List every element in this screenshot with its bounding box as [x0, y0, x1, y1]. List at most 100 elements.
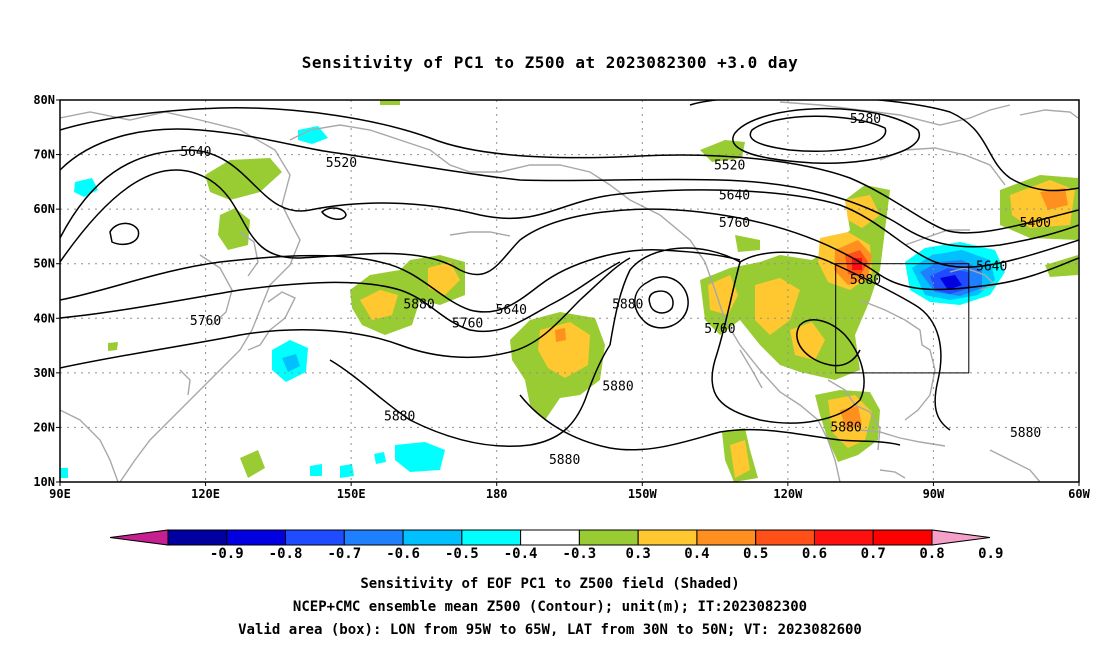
lat-tick-label: 60N: [33, 202, 55, 216]
contour-line: [749, 115, 887, 153]
lat-tick-label: 20N: [33, 420, 55, 434]
lon-tick-label: 120E: [191, 487, 220, 501]
contour-line: [648, 290, 674, 314]
contour-label: 5760: [719, 216, 750, 231]
contour-label: 5880: [612, 298, 643, 313]
grid: [60, 100, 1079, 482]
shade-region: [790, 322, 825, 360]
contour-label: 5880: [403, 298, 434, 313]
contour-label: 5880: [1010, 426, 1041, 441]
shade-region: [555, 328, 566, 342]
contour-label: 5640: [719, 189, 750, 204]
contour-line: [739, 251, 951, 431]
contour-label: 5400: [1020, 216, 1051, 231]
shade-region: [735, 235, 760, 252]
shade-region: [1040, 188, 1068, 210]
contour-line: [60, 107, 1079, 234]
shade-region: [298, 126, 328, 144]
shade-region: [380, 100, 400, 105]
figure-title: Sensitivity of PC1 to Z500 at 2023082300…: [302, 53, 799, 72]
longitude-labels: 90E 120E 150E 180 150W 120W 90W 60W: [49, 482, 1091, 501]
lat-tick-label: 50N: [33, 257, 55, 271]
coastline: [879, 469, 906, 479]
contour-label: 5880: [384, 410, 415, 425]
shade-region: [340, 464, 354, 478]
colorbar-swatch: [696, 529, 757, 546]
shade-region: [708, 275, 738, 315]
contour-line: [732, 107, 921, 165]
colorbar-swatch: [167, 529, 228, 546]
coastline: [949, 267, 997, 291]
colorbar-label: 0.6: [802, 546, 827, 562]
lon-tick-label: 90W: [923, 487, 945, 501]
colorbar-swatch: [813, 529, 874, 546]
contour-line: [60, 249, 741, 313]
contour-label: 5640: [976, 259, 1007, 274]
colorbar-label: -0.4: [504, 546, 538, 562]
shade-region: [940, 275, 962, 290]
colorbar-swatch: [578, 529, 639, 546]
colorbar-swatch: [461, 529, 522, 546]
coastline: [1019, 109, 1079, 119]
coastline: [904, 229, 970, 246]
contour-line: [609, 247, 865, 424]
shade-region: [240, 450, 265, 478]
shade-region: [395, 442, 445, 472]
contour-label: 5640: [180, 145, 211, 160]
colorbar-label: -0.3: [563, 546, 597, 562]
lat-tick-label: 30N: [33, 366, 55, 380]
coastline: [239, 231, 259, 277]
contour-line: [60, 261, 621, 333]
lon-tick-label: 150E: [337, 487, 366, 501]
map-frame: [59, 99, 1080, 483]
shade-region: [700, 185, 890, 380]
contour-line: [320, 207, 347, 220]
lat-tick-label: 80N: [33, 93, 55, 107]
colorbar-label: 0.7: [861, 546, 886, 562]
shade-region: [282, 354, 300, 372]
latitude-labels: 80N 70N 60N 50N 40N 30N 20N 10N: [33, 93, 60, 489]
colorbar-label: 0.9: [978, 546, 1003, 562]
shade-region: [60, 468, 68, 478]
shade-region: [74, 178, 98, 197]
shade-region: [538, 322, 590, 378]
colorbar-swatch: [343, 529, 404, 546]
shade-region: [1045, 255, 1078, 277]
map-plot-area: 5280 5640 5520 5520 5640 5760 5400 5640 5880 5880…: [60, 100, 1079, 482]
shade-region: [374, 452, 386, 464]
coastline: [859, 429, 946, 447]
contour-label: 5280: [850, 112, 881, 127]
colorbar-swatch: [872, 529, 933, 546]
colorbar-label: -0.5: [445, 546, 479, 562]
colorbar-arrow-left: [109, 529, 169, 546]
colorbar-label: 0.8: [919, 546, 944, 562]
contour-line: [519, 394, 901, 451]
shade-region: [755, 278, 800, 335]
lat-tick-label: 40N: [33, 311, 55, 325]
contour-labels: 5280 5640 5520 5520 5640 5760 5400 5640 5880 5880…: [180, 112, 1051, 468]
lon-tick-label: 150W: [628, 487, 658, 501]
shade-region: [360, 290, 398, 320]
shade-region: [840, 406, 862, 430]
contour-label: 5520: [714, 158, 745, 173]
contour-line: [109, 222, 140, 246]
coastline: [179, 369, 191, 396]
colorbar-label: 0.5: [743, 546, 768, 562]
colorbar-swatch: [285, 529, 345, 546]
contour-label: 5640: [496, 303, 527, 318]
contour-line: [60, 149, 1079, 268]
contour-line: [60, 257, 631, 369]
footer-line-3: Valid area (box): LON from 95W to 65W, L…: [238, 622, 862, 638]
lon-tick-label: 120W: [773, 487, 803, 501]
colorbar-swatch: [402, 529, 463, 546]
contour-label: 5520: [326, 156, 357, 171]
footer-line-1: Sensitivity of EOF PC1 to Z500 field (Sh…: [360, 576, 739, 592]
coastline: [739, 349, 763, 389]
contour-label: 5760: [704, 322, 735, 337]
coastline: [289, 124, 841, 482]
colorbar-label: -0.9: [210, 546, 244, 562]
contour-label: 5760: [452, 317, 483, 332]
coastline: [449, 231, 511, 237]
contour-line: [60, 169, 1079, 291]
coastline: [60, 111, 301, 482]
